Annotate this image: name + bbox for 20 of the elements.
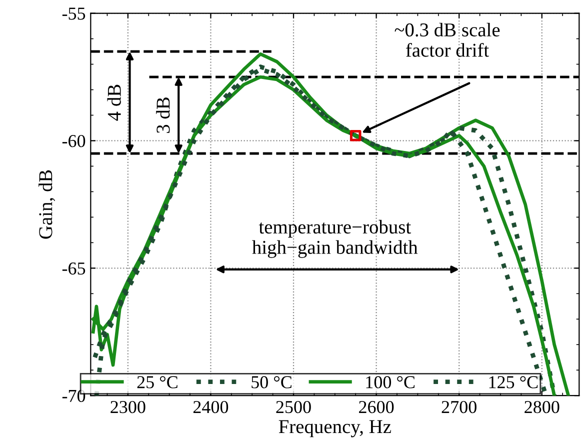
annotation: 4 dB [107, 84, 121, 121]
x-tick-label: 2600 [359, 400, 394, 414]
x-tick-label: 2700 [442, 400, 476, 414]
x-axis-title: Frequency, Hz [278, 420, 391, 438]
legend-label: 125 °C [489, 376, 538, 388]
annotation: 3 dB [156, 98, 170, 133]
y-tick-label: -65 [62, 262, 86, 275]
y-tick-label: -60 [62, 134, 86, 148]
legend-label: 25 °C [137, 376, 178, 388]
legend-label: 100 °C [366, 376, 415, 388]
annotation: ~0.3 dB scale factor drift [394, 22, 500, 57]
y-tick-label: -70 [62, 390, 86, 402]
x-tick-label: 2300 [110, 400, 146, 414]
legend-label: 50 °C [252, 376, 292, 388]
annotation: temperature−robust high−gain bandwidth [252, 220, 418, 258]
y-axis-title: Gain, dB [38, 170, 56, 239]
y-tick-label: -55 [62, 8, 86, 20]
x-tick-label: 2500 [276, 400, 311, 414]
x-tick-label: 2400 [193, 400, 228, 414]
x-tick-label: 2800 [524, 400, 560, 414]
